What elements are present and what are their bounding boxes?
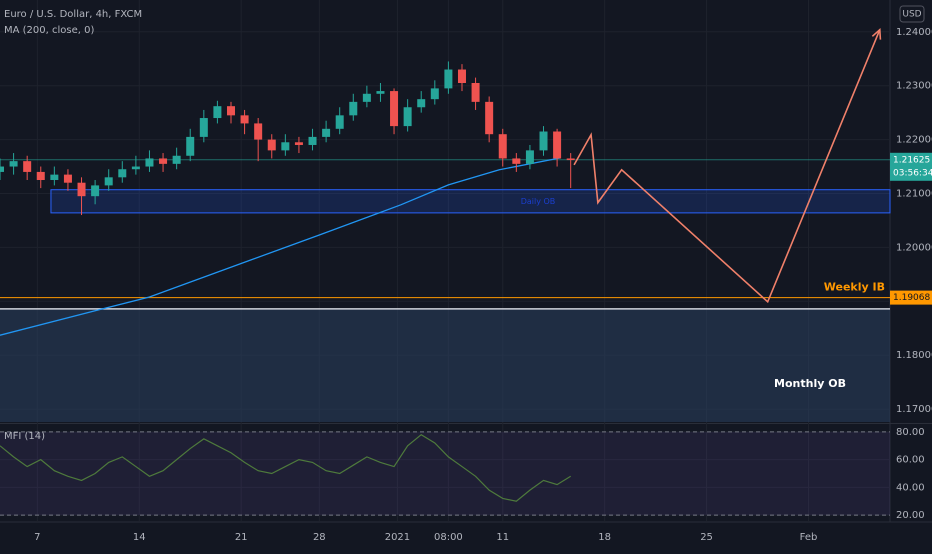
x-tick-label: Feb <box>800 532 818 543</box>
candle-body <box>267 139 276 151</box>
mfi-band <box>0 431 890 516</box>
candle-body <box>362 93 371 102</box>
last-price-tag <box>890 152 932 181</box>
candle-body <box>0 166 4 172</box>
candle-body <box>566 158 575 161</box>
marks <box>0 27 891 516</box>
candle-body <box>498 134 507 159</box>
x-tick-label: 08:00 <box>434 532 463 543</box>
y-tick-label: 60.00 <box>896 455 925 466</box>
candle-body <box>308 136 317 145</box>
candle-body <box>430 88 439 100</box>
y-tick-label: 1.23000 <box>896 81 932 92</box>
candle-body <box>213 106 222 119</box>
candle-body <box>63 174 72 183</box>
y-tick-label: 1.17000 <box>896 404 932 415</box>
currency: USD <box>902 10 921 20</box>
candle-body <box>525 150 534 164</box>
weekly-ib-label: Weekly IB <box>824 281 885 294</box>
x-tick-label: 7 <box>34 532 40 543</box>
y-tick-label: 1.21000 <box>896 188 932 199</box>
candle-body <box>91 185 100 197</box>
candle-body <box>512 158 521 164</box>
candle-body <box>240 115 249 124</box>
y-tick-label: 40.00 <box>896 482 925 493</box>
countdown: 03:56:34 <box>893 168 932 178</box>
labels: Euro / U.S. Dollar, 4h, FXCM MA (200, cl… <box>4 5 932 543</box>
candle-body <box>77 182 86 197</box>
candle-body <box>403 107 412 127</box>
candle-body <box>417 99 426 108</box>
candle-body <box>281 142 290 151</box>
candle-body <box>172 155 181 164</box>
candle-body <box>104 177 113 186</box>
candle-body <box>457 69 466 83</box>
candle-body <box>118 169 127 178</box>
y-tick-label: 20.00 <box>896 510 925 521</box>
x-tick-label: 11 <box>496 532 509 543</box>
candle-body <box>145 158 154 167</box>
mfi-line <box>0 433 572 502</box>
candle-body <box>50 174 59 181</box>
x-tick-label: 28 <box>313 532 326 543</box>
candle-body <box>131 166 140 170</box>
candle-body <box>376 91 385 94</box>
mfi-legend: MFI (14) <box>4 431 45 442</box>
candle-body <box>539 131 548 151</box>
x-tick-label: 14 <box>133 532 146 543</box>
candle-body <box>322 128 331 137</box>
candle-body <box>444 69 453 89</box>
x-tick-label: 2021 <box>385 532 410 543</box>
daily-ob-label: Daily OB <box>521 197 556 206</box>
candle-body <box>294 142 303 145</box>
x-tick-label: 25 <box>700 532 713 543</box>
candle-body <box>23 161 32 172</box>
candle-body <box>36 171 45 181</box>
candle-body <box>254 123 263 140</box>
y-tick-label: 1.24000 <box>896 27 932 38</box>
x-tick-label: 21 <box>235 532 248 543</box>
last-price: 1.21625 <box>893 155 930 165</box>
y-tick-label: 80.00 <box>896 427 925 438</box>
candle-body <box>159 158 168 164</box>
y-tick-label: 1.18000 <box>896 350 932 361</box>
ma-legend: MA (200, close, 0) <box>4 25 94 36</box>
projection-path <box>573 29 881 304</box>
y-tick-label: 1.20000 <box>896 242 932 253</box>
candle-body <box>9 161 18 167</box>
y-tick-label: 1.22000 <box>896 135 932 146</box>
currency-badge[interactable] <box>899 5 925 23</box>
monthly-ob-label: Monthly OB <box>774 377 846 390</box>
x-tick-label: 18 <box>598 532 611 543</box>
monthly-ob-zone <box>0 308 890 422</box>
candle-body <box>335 115 344 129</box>
daily-ob-zone <box>50 189 891 214</box>
symbol-title: Euro / U.S. Dollar, 4h, FXCM <box>4 9 142 20</box>
candle-body <box>553 131 562 159</box>
candle-body <box>199 118 208 137</box>
candle-body <box>226 106 235 116</box>
candle-body <box>471 82 480 102</box>
weekly-ib-price: 1.19068 <box>893 293 930 303</box>
candle-body <box>349 101 358 116</box>
ma-line <box>0 157 561 336</box>
weekly-ib-tag <box>890 290 932 305</box>
candle-body <box>390 91 399 127</box>
projection-arrowhead <box>871 27 882 40</box>
candle-body <box>485 101 494 135</box>
candle-body <box>186 136 195 156</box>
